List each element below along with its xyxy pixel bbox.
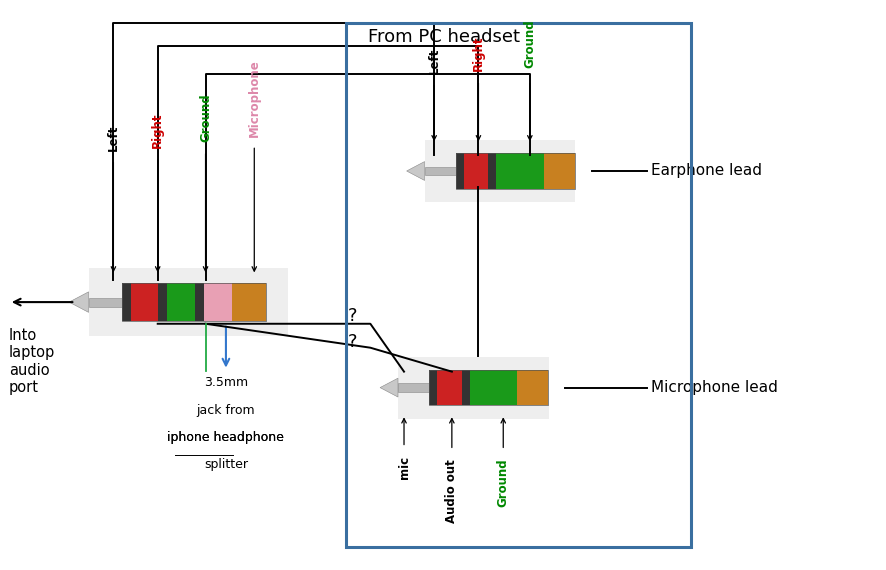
Bar: [455, 153, 463, 189]
Text: Left: Left: [428, 48, 440, 74]
Text: mic: mic: [398, 456, 410, 479]
Text: ?: ?: [348, 307, 358, 325]
Text: Microphone: Microphone: [248, 59, 260, 137]
Bar: [167, 283, 195, 321]
Bar: [463, 153, 488, 189]
Text: ?: ?: [348, 333, 358, 351]
Bar: [470, 370, 517, 405]
Bar: [496, 153, 544, 189]
Bar: [455, 153, 574, 189]
Bar: [424, 167, 455, 175]
Polygon shape: [407, 161, 424, 181]
Text: 3.5mm: 3.5mm: [204, 376, 248, 389]
Text: iphone headphone: iphone headphone: [167, 431, 284, 444]
Bar: [131, 283, 158, 321]
Text: Audio out: Audio out: [446, 459, 458, 523]
Text: Ground: Ground: [497, 459, 509, 507]
Text: Left: Left: [107, 125, 120, 151]
Text: Microphone lead: Microphone lead: [651, 380, 778, 395]
Text: Right: Right: [472, 36, 485, 71]
Polygon shape: [380, 378, 398, 397]
Bar: [424, 140, 575, 202]
Bar: [437, 370, 462, 405]
Text: Into
laptop
audio
port: Into laptop audio port: [9, 328, 55, 395]
Bar: [517, 370, 548, 405]
Text: jack from: jack from: [197, 404, 255, 417]
Bar: [122, 283, 131, 321]
Polygon shape: [69, 292, 89, 312]
Text: Ground: Ground: [524, 20, 536, 68]
Text: splitter: splitter: [204, 458, 248, 471]
Bar: [429, 370, 548, 405]
Bar: [462, 370, 470, 405]
Bar: [544, 153, 574, 189]
Bar: [89, 298, 122, 307]
Bar: [204, 283, 232, 321]
Text: From PC headset: From PC headset: [368, 28, 520, 47]
Bar: [398, 357, 548, 418]
Bar: [158, 283, 167, 321]
Text: Right: Right: [152, 113, 164, 148]
Bar: [232, 283, 266, 321]
Bar: [429, 370, 437, 405]
Bar: [488, 153, 496, 189]
Text: Earphone lead: Earphone lead: [651, 164, 762, 178]
Text: iphone headphone: iphone headphone: [167, 431, 284, 444]
Bar: [195, 283, 204, 321]
Text: Ground: Ground: [199, 94, 212, 142]
Bar: [398, 384, 429, 392]
Bar: [89, 268, 288, 336]
Bar: [122, 283, 266, 321]
